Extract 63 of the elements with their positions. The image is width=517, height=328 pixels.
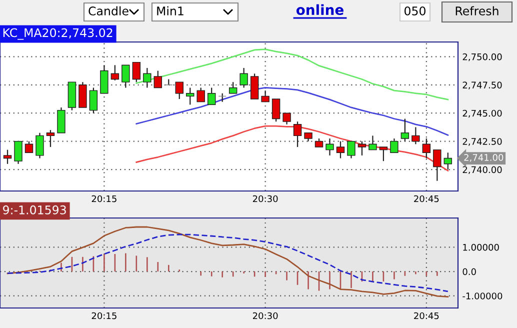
candlestick [368, 135, 377, 150]
candlestick [379, 146, 388, 162]
candlestick [228, 82, 238, 94]
y-tick-label: 2,740.00 [462, 166, 502, 174]
candlestick [400, 118, 410, 142]
candlestick [132, 62, 141, 83]
line-series [6, 234, 449, 292]
y-tick-label: 1.00000 [463, 244, 499, 251]
line-series [136, 48, 449, 100]
x-tick-label: 20:45 [414, 195, 439, 202]
x-tick-label: 20:15 [92, 312, 116, 320]
candlestick [444, 152, 452, 170]
text: 050 [404, 6, 426, 16]
candlestick [36, 132, 44, 159]
chart-title: 9:-1.01593 [3, 205, 66, 214]
candlestick [14, 140, 22, 164]
candlestick [240, 67, 248, 88]
candlestick [196, 87, 205, 102]
candlestick [282, 112, 291, 125]
candlestick [293, 121, 302, 148]
x-tick-label: 20:15 [92, 195, 116, 202]
candlestick [24, 140, 34, 154]
chart-title: KC_MA20:2,743.02 [3, 28, 112, 40]
candlestick [143, 67, 152, 88]
candlestick [154, 70, 162, 88]
y-tick-label: 2,742.50 [462, 138, 502, 146]
text: 2,741.00 [464, 154, 504, 162]
candlestick [347, 140, 356, 159]
candlestick [326, 138, 334, 156]
line-series [136, 125, 449, 172]
candlestick [89, 87, 98, 114]
text: Candle [88, 6, 128, 16]
candlestick [412, 126, 420, 145]
candlestick [78, 82, 87, 108]
y-tick-label: -1.00000 [462, 292, 502, 300]
y-tick-label: 2,750.00 [462, 53, 502, 62]
candlestick [336, 140, 345, 159]
y-tick-label: 2,747.50 [462, 82, 502, 90]
y-tick-label: 0.0 [462, 268, 476, 276]
candlestick [122, 64, 130, 88]
candlestick [272, 98, 280, 122]
x-tick-label: 20:30 [252, 312, 278, 320]
candlestick [110, 64, 120, 81]
candlestick [358, 140, 366, 156]
y-tick-label: 2,745.00 [462, 110, 502, 118]
candlestick [175, 82, 184, 100]
candlestick [3, 149, 12, 164]
x-tick-label: 20:30 [252, 195, 278, 202]
text: online [296, 4, 344, 16]
candlestick [422, 138, 431, 159]
text: Refresh [456, 6, 498, 16]
candlestick [46, 129, 55, 148]
text: Min1 [157, 6, 184, 16]
candlestick [390, 138, 398, 154]
candlestick [186, 87, 194, 106]
candlestick [207, 87, 216, 106]
candlestick [100, 64, 108, 94]
x-tick-label: 20:45 [414, 312, 439, 320]
candlestick [57, 106, 66, 134]
candlestick [250, 73, 259, 100]
candlestick [261, 90, 270, 102]
candlestick [433, 149, 442, 182]
line-series [6, 226, 449, 298]
